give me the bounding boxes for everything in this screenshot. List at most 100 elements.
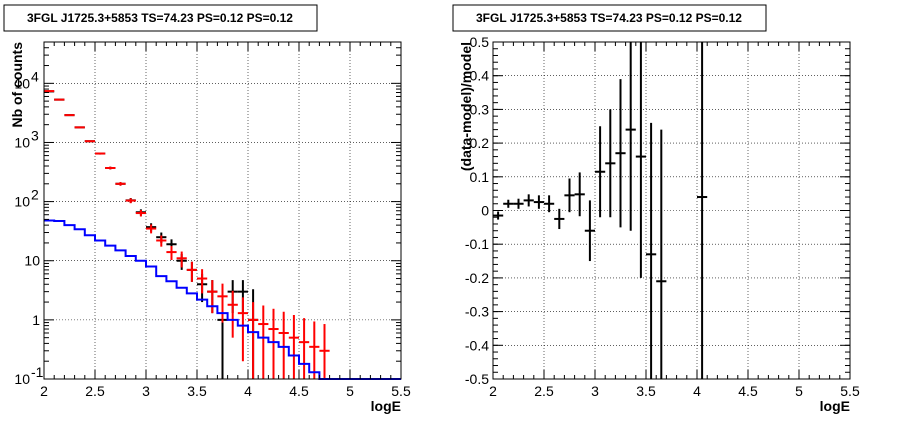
left-y-tick-exponent: 3 <box>31 127 39 143</box>
right-y-tick-label: -0.3 <box>465 304 489 320</box>
left-data-point <box>95 152 106 155</box>
left-y-tick-label: 1 <box>32 312 40 328</box>
right-data-point <box>697 42 708 379</box>
left-series <box>44 90 401 380</box>
left-y-tick-exponent: 2 <box>31 187 39 203</box>
right-y-tick-label: -0.2 <box>465 270 489 286</box>
counts-panel: 3FGL J1725.3+5853 TS=74.23 PS=0.12 PS=0.… <box>3 4 411 414</box>
right-data-point <box>523 194 534 207</box>
right-y-tick-label: -0.4 <box>465 337 489 353</box>
right-x-tick-label: 5 <box>795 383 803 399</box>
left-x-tick-label: 3.5 <box>187 383 207 399</box>
right-series <box>493 42 708 379</box>
left-y-tick-label: 10 <box>14 194 30 210</box>
left-title: 3FGL J1725.3+5853 TS=74.23 PS=0.12 PS=0.… <box>27 11 293 25</box>
right-data-point <box>544 195 555 213</box>
left-data-point <box>156 235 167 247</box>
left-model-step-line <box>44 219 401 380</box>
left-x-tick-label: 3 <box>142 383 150 399</box>
right-x-tick-label: 2 <box>489 383 497 399</box>
left-data-point <box>319 324 330 379</box>
right-x-tick-label: 5.5 <box>840 383 860 399</box>
left-y-tick-label: 10 <box>14 75 30 91</box>
left-x-tick-label: 2.5 <box>85 383 105 399</box>
right-data-point <box>615 79 626 228</box>
right-y-tick-label: 0.3 <box>470 101 490 117</box>
left-data-point <box>258 305 269 379</box>
left-data-point <box>54 98 65 101</box>
right-data-point <box>584 200 595 262</box>
left-data-point <box>299 318 310 379</box>
right-x-tick-label: 4 <box>693 383 701 399</box>
left-data-point <box>166 246 177 260</box>
right-data-point <box>646 122 657 379</box>
left-data-point <box>268 308 279 379</box>
right-title: 3FGL J1725.3+5853 TS=74.23 PS=0.12 PS=0.… <box>476 11 742 25</box>
right-y-tick-label: 0 <box>481 203 489 219</box>
right-data-point <box>605 109 616 218</box>
left-data-point <box>44 90 55 93</box>
left-title-box <box>3 4 318 32</box>
left-data-point <box>186 261 197 282</box>
right-y-tick-label: 0.2 <box>470 135 490 151</box>
right-data-point <box>574 172 585 217</box>
right-data-point <box>656 129 667 379</box>
right-data-point <box>625 42 636 231</box>
left-x-tick-label: 5 <box>346 383 354 399</box>
right-x-tick-label: 4.5 <box>738 383 758 399</box>
right-data-point <box>564 178 575 213</box>
left-x-tick-label: 2 <box>40 383 48 399</box>
left-y-tick-label: 10 <box>14 371 30 387</box>
left-x-tick-label: 4 <box>244 383 252 399</box>
right-data-point <box>554 208 565 230</box>
left-data-point <box>197 269 208 294</box>
left-y-tick-exponent: 4 <box>31 68 39 84</box>
left-data-point <box>217 283 228 323</box>
left-data-point <box>146 224 157 234</box>
left-data-point <box>309 321 320 379</box>
left-y-tick-label: 10 <box>14 134 30 150</box>
left-data-point <box>288 314 299 379</box>
right-y-tick-label: 0.4 <box>470 68 490 84</box>
left-data-point <box>176 251 187 268</box>
right-x-tick-label: 3 <box>591 383 599 399</box>
right-data-point <box>533 195 544 209</box>
right-x-tick-label: 2.5 <box>534 383 554 399</box>
residual-panel: 3FGL J1725.3+5853 TS=74.23 PS=0.12 PS=0.… <box>452 4 860 414</box>
right-y-tick-label: 0.5 <box>470 34 490 50</box>
left-data-point <box>74 126 85 129</box>
left-y-axis-title: Nb of counts <box>9 42 25 128</box>
right-data-point <box>595 126 606 218</box>
left-data-point <box>115 182 126 186</box>
right-grid <box>493 42 850 379</box>
left-y-tick-label: 10 <box>24 253 40 269</box>
right-x-tick-label: 3.5 <box>636 383 656 399</box>
left-x-axis-title: logE <box>371 398 401 414</box>
left-data-point <box>237 297 248 362</box>
right-x-axis-title: logE <box>820 398 850 414</box>
left-data-point <box>64 114 75 117</box>
right-title-box <box>452 4 767 32</box>
right-y-axis-title: (data-model)/model <box>458 42 474 171</box>
left-data-point <box>207 280 218 314</box>
left-data-point <box>125 198 136 204</box>
left-y-tick-exponent: -1 <box>31 364 44 380</box>
left-grid <box>44 42 401 379</box>
left-data-point <box>105 166 116 170</box>
right-ticks: 2 2.5 3 3.5 4 4.5 5 5.5 -0.5 -0.4 -0.3 -0.2 -0.1 0 0.1… <box>465 34 860 399</box>
right-y-tick-label: -0.1 <box>465 236 489 252</box>
right-data-point <box>493 211 504 220</box>
left-x-tick-label: 4.5 <box>289 383 309 399</box>
left-x-tick-label: 5.5 <box>391 383 411 399</box>
right-data-point <box>513 198 524 209</box>
left-data-point <box>227 290 238 338</box>
left-data-point <box>135 210 146 217</box>
left-data-point <box>248 302 259 379</box>
right-data-point <box>635 42 646 278</box>
right-data-point <box>503 199 514 208</box>
left-data-point <box>84 140 95 143</box>
left-data-point <box>278 311 289 379</box>
right-y-tick-label: 0.1 <box>470 169 490 185</box>
